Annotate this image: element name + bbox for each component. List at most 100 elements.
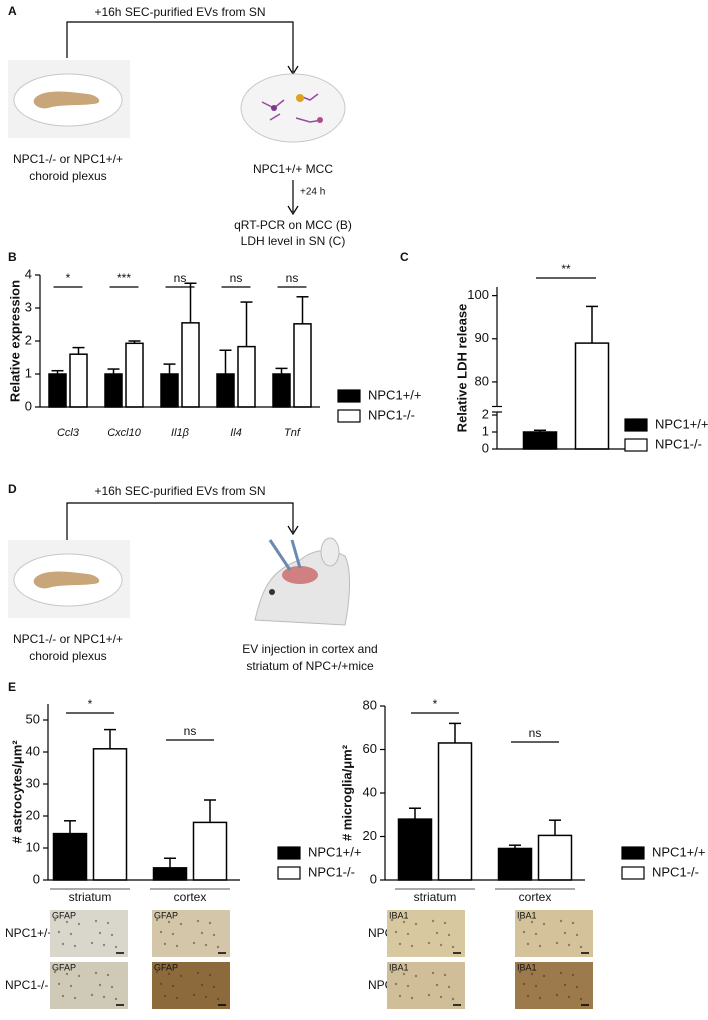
arrow-label: +16h SEC-purified EVs from SN xyxy=(94,484,265,498)
texture xyxy=(390,918,394,922)
x-tick-label: striatum xyxy=(414,890,457,904)
bar xyxy=(216,373,235,408)
texture xyxy=(563,931,567,935)
texture xyxy=(443,973,447,977)
texture xyxy=(73,996,77,1000)
y-axis-label: # astrocytes/μm² xyxy=(9,740,24,844)
row-label: NPC1-/- xyxy=(5,978,48,992)
texture xyxy=(175,996,179,1000)
texture xyxy=(204,995,208,999)
bar xyxy=(192,821,228,881)
y-tick-label: 0 xyxy=(33,871,40,886)
texture xyxy=(427,993,431,997)
bar xyxy=(104,373,123,408)
texture xyxy=(427,941,431,945)
bar xyxy=(152,867,188,881)
cell xyxy=(271,105,277,111)
syringe xyxy=(268,539,302,571)
texture xyxy=(451,997,455,1001)
y-tick-label: 30 xyxy=(26,775,40,790)
texture xyxy=(414,922,418,926)
texture xyxy=(102,995,106,999)
significance-label: ns xyxy=(230,271,243,285)
legend-label: NPC1+/+ xyxy=(652,844,705,859)
bar xyxy=(574,342,610,450)
texture xyxy=(53,970,57,974)
stain-label: GFAP xyxy=(154,910,178,920)
arrowhead xyxy=(287,525,299,536)
x-tick-label: Il4 xyxy=(230,427,242,439)
bar xyxy=(497,847,533,881)
texture xyxy=(65,920,69,924)
texture xyxy=(159,930,163,934)
texture xyxy=(542,922,546,926)
texture xyxy=(435,931,439,935)
texture xyxy=(102,943,106,947)
y-tick-label: 0 xyxy=(370,871,377,886)
tissue xyxy=(33,91,100,109)
texture xyxy=(534,932,538,936)
texture xyxy=(212,985,216,989)
texture xyxy=(410,996,414,1000)
texture xyxy=(530,920,534,924)
texture xyxy=(61,994,65,998)
y-axis-label: # microglia/μm² xyxy=(339,744,354,841)
texture xyxy=(447,985,451,989)
texture xyxy=(98,931,102,935)
texture xyxy=(94,919,98,923)
texture xyxy=(61,942,65,946)
legend-swatch xyxy=(337,409,361,423)
significance-label: * xyxy=(66,271,71,285)
y-tick-label: 0 xyxy=(25,398,32,413)
y-tick-label: 90 xyxy=(475,330,489,345)
arrow-label: +16h SEC-purified EVs from SN xyxy=(94,5,265,19)
texture xyxy=(530,972,534,976)
texture xyxy=(518,918,522,922)
y-tick-label: 60 xyxy=(363,741,377,756)
texture xyxy=(538,996,542,1000)
texture xyxy=(439,943,443,947)
legend-swatch xyxy=(337,389,361,403)
legend-swatch xyxy=(621,866,645,880)
diagram-text: NPC1-/- or NPC1+/+ xyxy=(13,152,123,166)
texture xyxy=(77,922,81,926)
bar xyxy=(69,353,88,408)
arrowhead xyxy=(287,205,299,216)
texture xyxy=(518,970,522,974)
diagram-text: choroid plexus xyxy=(29,169,106,183)
significance-label: ** xyxy=(561,262,571,276)
micrograph xyxy=(152,962,230,1009)
legend-label: NPC1+/+ xyxy=(655,416,708,431)
arrow xyxy=(66,21,294,72)
y-tick-label: 2 xyxy=(25,332,32,347)
texture xyxy=(175,944,179,948)
diagram-text: qRT-PCR on MCC (B) xyxy=(234,218,352,232)
texture xyxy=(555,941,559,945)
texture xyxy=(163,942,167,946)
texture xyxy=(110,933,114,937)
texture xyxy=(167,972,171,976)
bar xyxy=(237,345,256,408)
texture xyxy=(522,982,526,986)
texture xyxy=(200,931,204,935)
texture xyxy=(402,920,406,924)
texture xyxy=(171,932,175,936)
bar xyxy=(397,818,433,881)
texture xyxy=(171,984,175,988)
cell xyxy=(296,94,304,102)
texture xyxy=(106,973,110,977)
texture xyxy=(204,943,208,947)
texture xyxy=(398,994,402,998)
texture xyxy=(57,982,61,986)
panel-label: A xyxy=(8,4,17,18)
y-tick-label: 2 xyxy=(482,406,489,421)
texture xyxy=(77,974,81,978)
y-tick-label: 4 xyxy=(25,266,32,281)
texture xyxy=(212,933,216,937)
texture xyxy=(394,982,398,986)
stain-label: IBA1 xyxy=(517,910,537,920)
bar xyxy=(125,342,144,408)
legend-swatch xyxy=(624,438,648,452)
legend-swatch xyxy=(624,418,648,432)
texture xyxy=(216,945,220,949)
